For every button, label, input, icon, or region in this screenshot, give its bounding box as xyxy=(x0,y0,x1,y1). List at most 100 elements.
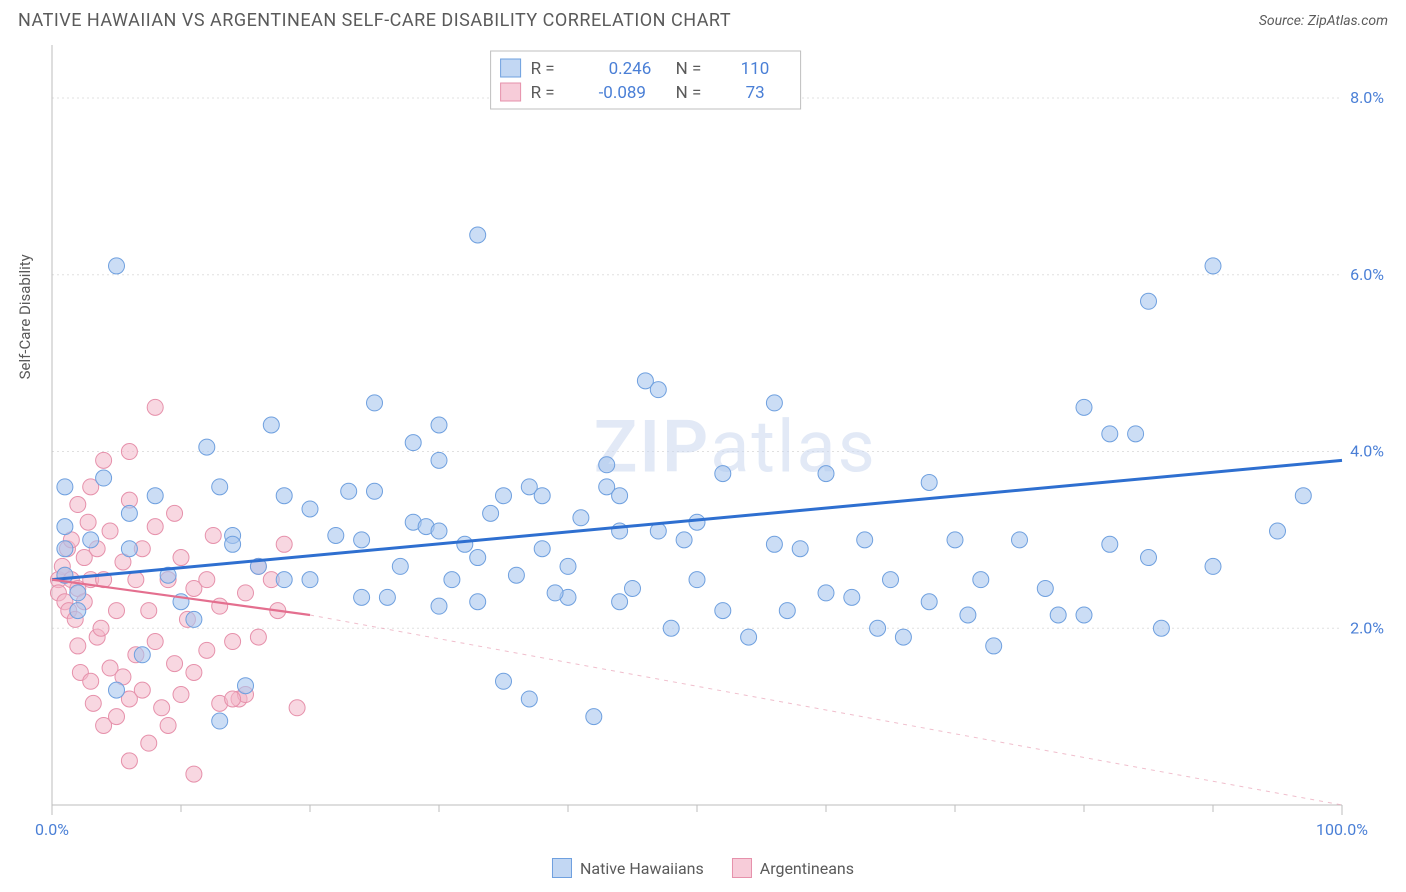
data-point-pink xyxy=(186,766,202,782)
data-point-blue xyxy=(431,452,447,468)
data-point-blue xyxy=(109,682,125,698)
data-point-pink xyxy=(102,523,118,539)
data-point-pink xyxy=(70,497,86,513)
data-point-blue xyxy=(547,585,563,601)
data-point-pink xyxy=(141,735,157,751)
data-point-blue xyxy=(895,629,911,645)
data-point-blue xyxy=(379,589,395,605)
data-point-blue xyxy=(70,603,86,619)
svg-text:100.0%: 100.0% xyxy=(1316,820,1368,839)
svg-text:73: 73 xyxy=(746,83,765,103)
data-point-blue xyxy=(431,598,447,614)
data-point-blue xyxy=(508,567,524,583)
data-point-pink xyxy=(147,519,163,535)
data-point-pink xyxy=(160,717,176,733)
data-point-blue xyxy=(212,713,228,729)
data-point-blue xyxy=(354,532,370,548)
data-point-blue xyxy=(147,488,163,504)
data-point-blue xyxy=(1076,399,1092,415)
svg-text:6.0%: 6.0% xyxy=(1350,265,1384,284)
data-point-blue xyxy=(444,572,460,588)
data-point-pink xyxy=(238,585,254,601)
data-point-blue xyxy=(392,558,408,574)
data-point-pink xyxy=(96,452,112,468)
data-point-blue xyxy=(857,532,873,548)
data-point-blue xyxy=(199,439,215,455)
svg-text:-0.089: -0.089 xyxy=(599,83,646,103)
data-point-blue xyxy=(1295,488,1311,504)
data-point-blue xyxy=(496,673,512,689)
data-point-blue xyxy=(883,572,899,588)
data-point-blue xyxy=(186,611,202,627)
data-point-blue xyxy=(57,519,73,535)
data-point-blue xyxy=(276,572,292,588)
data-point-blue xyxy=(715,603,731,619)
data-point-blue xyxy=(986,638,1002,654)
data-point-blue xyxy=(676,532,692,548)
data-point-blue xyxy=(470,227,486,243)
data-point-blue xyxy=(1012,532,1028,548)
data-point-blue xyxy=(212,479,228,495)
data-point-pink xyxy=(173,550,189,566)
data-point-pink xyxy=(276,536,292,552)
data-point-blue xyxy=(599,457,615,473)
data-point-blue xyxy=(947,532,963,548)
data-point-pink xyxy=(147,399,163,415)
data-point-blue xyxy=(960,607,976,623)
data-point-blue xyxy=(83,532,99,548)
data-point-blue xyxy=(57,479,73,495)
data-point-pink xyxy=(83,673,99,689)
data-point-blue xyxy=(586,709,602,725)
data-point-blue xyxy=(650,382,666,398)
svg-text:ZIPatlas: ZIPatlas xyxy=(594,405,877,490)
data-point-blue xyxy=(457,536,473,552)
y-axis-label: Self-Care Disability xyxy=(16,254,34,379)
data-point-blue xyxy=(354,589,370,605)
svg-text:2.0%: 2.0% xyxy=(1350,618,1384,637)
data-point-blue xyxy=(238,678,254,694)
data-point-pink xyxy=(147,634,163,650)
data-point-blue xyxy=(328,527,344,543)
data-point-blue xyxy=(1050,607,1066,623)
data-point-blue xyxy=(470,594,486,610)
data-point-blue xyxy=(121,541,137,557)
data-point-blue xyxy=(573,510,589,526)
chart-source: Source: ZipAtlas.com xyxy=(1259,13,1388,29)
data-point-blue xyxy=(302,572,318,588)
scatter-chart: 0.0%100.0%2.0%4.0%6.0%8.0%ZIPatlasR =0.2… xyxy=(18,37,1388,847)
data-point-blue xyxy=(1141,293,1157,309)
data-point-blue xyxy=(1153,620,1169,636)
data-point-blue xyxy=(405,435,421,451)
legend-bottom: Native Hawaiians Argentineans xyxy=(552,858,854,878)
stats-swatch-pink xyxy=(501,83,521,101)
legend-label-pink: Argentineans xyxy=(760,859,854,878)
svg-text:0.0%: 0.0% xyxy=(35,820,69,839)
data-point-blue xyxy=(973,572,989,588)
data-point-pink xyxy=(167,505,183,521)
data-point-pink xyxy=(121,753,137,769)
data-point-pink xyxy=(93,620,109,636)
legend-label-blue: Native Hawaiians xyxy=(580,859,704,878)
data-point-blue xyxy=(109,258,125,274)
data-point-blue xyxy=(367,395,383,411)
svg-text:4.0%: 4.0% xyxy=(1350,442,1384,461)
data-point-blue xyxy=(741,629,757,645)
data-point-blue xyxy=(431,523,447,539)
data-point-pink xyxy=(199,642,215,658)
data-point-blue xyxy=(1205,558,1221,574)
data-point-blue xyxy=(792,541,808,557)
data-point-blue xyxy=(715,466,731,482)
data-point-blue xyxy=(612,488,628,504)
data-point-blue xyxy=(921,474,937,490)
data-point-pink xyxy=(85,695,101,711)
chart-header: NATIVE HAWAIIAN VS ARGENTINEAN SELF-CARE… xyxy=(0,0,1406,37)
svg-text:N =: N = xyxy=(676,83,702,103)
data-point-blue xyxy=(470,550,486,566)
data-point-pink xyxy=(289,700,305,716)
data-point-blue xyxy=(1102,536,1118,552)
svg-text:0.246: 0.246 xyxy=(609,59,652,79)
data-point-blue xyxy=(483,505,499,521)
data-point-pink xyxy=(173,687,189,703)
data-point-blue xyxy=(225,536,241,552)
data-point-blue xyxy=(612,594,628,610)
